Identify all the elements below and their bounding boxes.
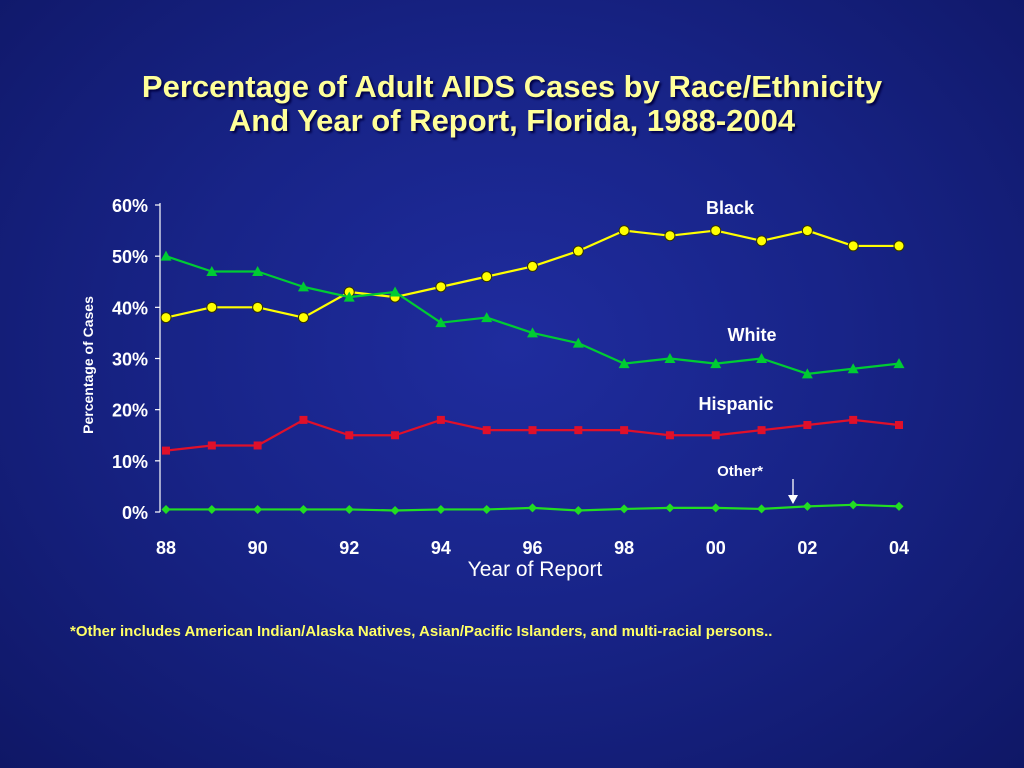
data-point-white bbox=[847, 363, 859, 374]
data-point-hispanic bbox=[574, 426, 583, 435]
data-point-white bbox=[527, 327, 538, 338]
x-tick-label: 96 bbox=[522, 538, 542, 558]
data-point-other bbox=[711, 503, 721, 513]
data-point-white bbox=[481, 312, 493, 323]
data-point-white bbox=[206, 266, 218, 277]
data-point-black bbox=[252, 301, 264, 313]
series-line-white bbox=[165, 255, 900, 375]
x-tick-label: 88 bbox=[156, 538, 176, 558]
data-point-other bbox=[894, 501, 904, 511]
x-axis-title: Year of Report bbox=[468, 558, 603, 581]
chart-title-line-2: And Year of Report, Florida, 1988-2004 bbox=[228, 103, 796, 138]
series-label-hispanic: Hispanic bbox=[698, 394, 773, 414]
data-point-other bbox=[665, 503, 675, 513]
data-point-white bbox=[252, 266, 264, 277]
data-point-black bbox=[801, 225, 813, 237]
data-point-other bbox=[344, 504, 354, 514]
data-point-white bbox=[297, 281, 309, 292]
y-axis-title: Percentage of Cases bbox=[80, 296, 96, 434]
y-tick-label: 20% bbox=[112, 401, 148, 421]
data-point-black bbox=[710, 225, 722, 237]
x-tick-label: 92 bbox=[339, 538, 359, 558]
data-point-white bbox=[389, 286, 401, 297]
y-tick-label: 10% bbox=[112, 452, 148, 472]
y-tick-label: 40% bbox=[112, 298, 148, 318]
x-tick-label: 90 bbox=[248, 538, 268, 558]
data-point-hispanic bbox=[711, 431, 720, 440]
data-point-white bbox=[893, 358, 905, 369]
data-point-hispanic bbox=[345, 431, 354, 440]
data-point-hispanic bbox=[391, 431, 400, 440]
data-point-other bbox=[528, 503, 537, 513]
data-point-white bbox=[801, 368, 813, 379]
data-point-other bbox=[436, 504, 446, 514]
data-point-other bbox=[161, 504, 171, 514]
data-point-other bbox=[757, 504, 767, 514]
data-point-black bbox=[297, 312, 309, 324]
data-point-other bbox=[573, 505, 583, 515]
y-tick-label: 60% bbox=[112, 196, 148, 216]
data-point-white bbox=[160, 250, 172, 261]
data-point-hispanic bbox=[665, 431, 674, 440]
data-point-black bbox=[160, 312, 172, 324]
data-point-hispanic bbox=[895, 421, 903, 430]
data-point-hispanic bbox=[162, 446, 170, 455]
series-line-hispanic bbox=[165, 418, 900, 452]
data-point-black bbox=[206, 301, 218, 313]
data-point-hispanic bbox=[849, 415, 858, 424]
data-point-black bbox=[664, 230, 676, 242]
data-point-hispanic bbox=[620, 426, 629, 435]
data-point-white bbox=[572, 337, 584, 348]
other-arrow-head bbox=[788, 495, 798, 504]
series-label-other: Other* bbox=[717, 463, 763, 480]
chart-title: Percentage of Adult AIDS Cases by Race/E… bbox=[0, 70, 1024, 138]
data-point-black bbox=[893, 240, 905, 252]
y-tick-label: 0% bbox=[122, 503, 148, 523]
chart-title-line-1: Percentage of Adult AIDS Cases by Race/E… bbox=[141, 69, 883, 104]
data-point-other bbox=[848, 500, 858, 510]
data-point-hispanic bbox=[757, 426, 766, 435]
data-point-other bbox=[619, 504, 629, 514]
data-point-hispanic bbox=[253, 441, 262, 450]
data-point-other bbox=[253, 504, 263, 514]
data-point-black bbox=[572, 245, 584, 257]
series-label-black: Black bbox=[706, 198, 755, 218]
data-point-black bbox=[618, 225, 630, 237]
data-point-hispanic bbox=[436, 415, 445, 424]
y-tick-label: 50% bbox=[112, 247, 148, 267]
data-point-white bbox=[756, 353, 768, 363]
data-point-other bbox=[802, 501, 812, 511]
data-point-hispanic bbox=[299, 415, 308, 424]
data-point-black bbox=[435, 281, 447, 293]
footnote: *Other includes American Indian/Alaska N… bbox=[70, 623, 773, 640]
data-point-black bbox=[481, 271, 493, 283]
x-tick-label: 98 bbox=[614, 538, 634, 558]
data-point-white bbox=[435, 317, 447, 328]
data-point-other bbox=[390, 505, 400, 515]
y-tick-label: 30% bbox=[112, 350, 148, 370]
data-point-hispanic bbox=[482, 426, 491, 435]
data-point-black bbox=[756, 235, 768, 247]
x-tick-label: 94 bbox=[431, 538, 451, 558]
data-point-other bbox=[298, 504, 308, 514]
data-point-hispanic bbox=[207, 441, 216, 450]
x-tick-label: 04 bbox=[889, 538, 909, 558]
data-point-hispanic bbox=[528, 426, 537, 435]
data-point-other bbox=[207, 504, 217, 514]
series-label-white: White bbox=[728, 325, 777, 345]
data-point-black bbox=[847, 240, 859, 252]
data-point-white bbox=[618, 358, 630, 369]
data-point-white bbox=[710, 358, 722, 369]
data-point-black bbox=[527, 260, 538, 272]
data-point-other bbox=[482, 504, 492, 514]
data-point-white bbox=[664, 353, 676, 363]
data-point-hispanic bbox=[803, 421, 812, 430]
data-point-white bbox=[343, 291, 355, 302]
series-line-black bbox=[165, 229, 899, 319]
x-tick-label: 00 bbox=[706, 538, 726, 558]
x-tick-label: 02 bbox=[797, 538, 817, 558]
